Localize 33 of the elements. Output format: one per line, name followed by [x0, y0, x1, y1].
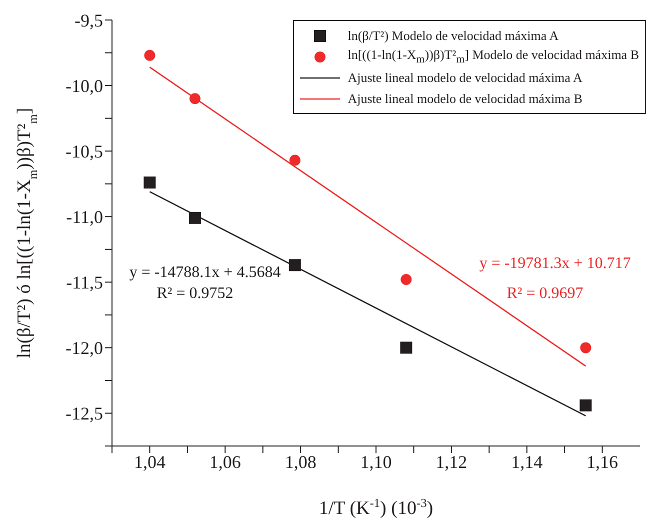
y-tick-label: -10,5 — [66, 141, 103, 162]
annotation: R² = 0.9697 — [506, 285, 584, 302]
point — [400, 274, 412, 286]
y-tick-label: -10,0 — [66, 76, 103, 96]
point — [289, 154, 300, 166]
point — [189, 93, 200, 104]
y-tick-label: -12,0 — [66, 338, 103, 358]
y-tick-label: -11,5 — [66, 272, 103, 293]
point — [144, 176, 156, 189]
x-tick-label: 1,06 — [209, 452, 241, 472]
annotation: y = -19781.3x + 10.717 — [479, 255, 631, 272]
point — [580, 399, 592, 412]
x-tick-label: 1,08 — [284, 452, 316, 472]
x-tick-label: 1,16 — [586, 452, 618, 472]
point — [144, 50, 156, 61]
legend-label: Ajuste lineal modelo de velocidad máxima B — [348, 90, 582, 106]
legend-label: ln(β/T²) Modelo de velocidad máxima A — [348, 28, 559, 44]
annotation: R² = 0.9752 — [156, 285, 234, 302]
point — [288, 259, 301, 272]
point — [580, 342, 592, 354]
x-tick-label: 1,12 — [436, 452, 468, 472]
legend-label: ln[((1-ln(1-X$_{m}$))β)T²$_{m}$] Modelo de velocidad máxima B — [348, 47, 639, 66]
x-axis-title: 1/T (K$^{-1}$) (10$^{-3}$) — [318, 496, 434, 519]
legend-label: Ajuste lineal modelo de velocidad máxima A — [348, 70, 582, 86]
x-tick-label: 1,14 — [511, 452, 543, 472]
y-tick-label: -12,5 — [66, 404, 103, 424]
point — [400, 342, 412, 354]
x-tick-label: 1,10 — [360, 452, 392, 472]
y-tick-label: -9,5 — [74, 10, 103, 30]
x-tick-label: 1,04 — [134, 452, 166, 472]
point — [188, 212, 201, 224]
annotation: y = -14788.1x + 4.5684 — [129, 264, 281, 281]
y-tick-label: -11,0 — [66, 207, 103, 228]
